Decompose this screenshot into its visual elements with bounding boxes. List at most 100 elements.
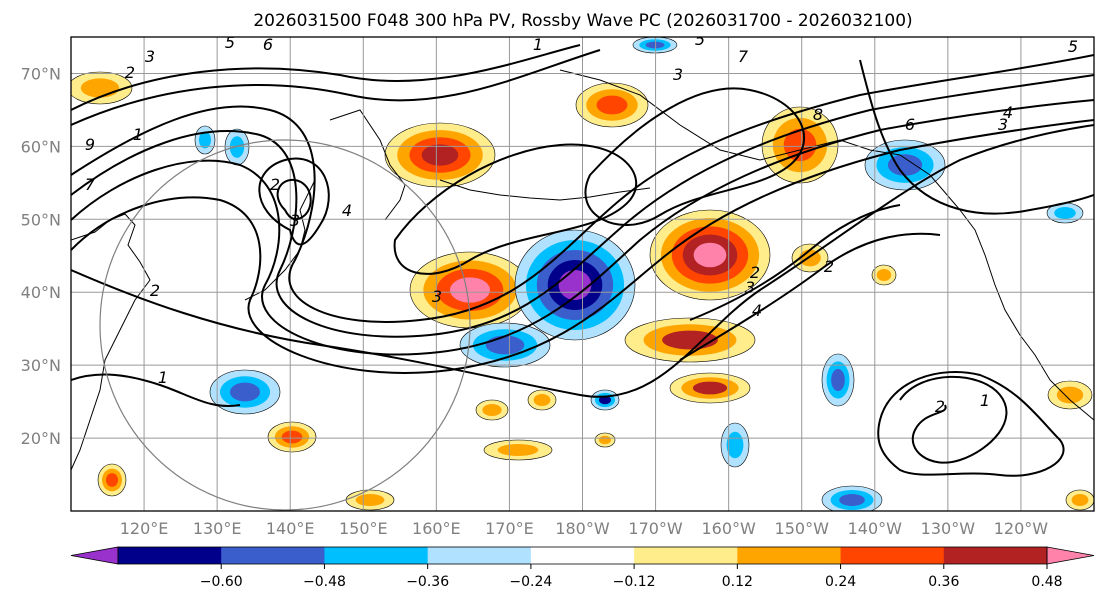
colorbar-tick-label: −0.24 xyxy=(509,574,552,590)
contour-label: 4 xyxy=(1003,103,1013,122)
wave-pc-contour xyxy=(71,373,241,407)
pv-anomaly-area xyxy=(599,395,611,405)
colorbar-swatch xyxy=(324,547,429,564)
coastline-kamchatka xyxy=(329,109,406,221)
wave-pc-contour xyxy=(71,49,601,126)
lat-tick-label: 20°N xyxy=(21,429,61,448)
colorbar-tick-label: −0.48 xyxy=(303,574,346,590)
pv-anomaly-area xyxy=(485,335,525,355)
wave-pc-contour xyxy=(71,119,1094,374)
colorbar-swatch xyxy=(737,547,842,564)
contour-label: 8 xyxy=(813,105,823,124)
longitude-labels: 120°E 130°E 140°E 150°E 160°E 170°E 180°W 170°W… xyxy=(120,519,1049,538)
lon-tick-label: 130°E xyxy=(193,519,242,538)
contour-label: 1 xyxy=(133,125,143,144)
colorbar-extend-high xyxy=(1046,546,1095,565)
pv-anomaly-area xyxy=(281,430,303,444)
contour-label: 4 xyxy=(752,301,762,320)
wave-pc-contour xyxy=(679,232,941,361)
contour-label: 2 xyxy=(824,257,834,276)
contour-label: 1 xyxy=(533,35,543,54)
aleutian-islands xyxy=(439,179,651,201)
pv-anomaly-area xyxy=(887,154,923,176)
colorbar-swatch xyxy=(530,547,635,564)
colorbar-tick-label: −0.12 xyxy=(613,574,656,590)
colorbar-swatch xyxy=(221,547,325,564)
contour-label: 4 xyxy=(342,201,352,220)
contour-label: 5 xyxy=(1068,37,1078,56)
pv-anomaly-area xyxy=(1054,207,1076,219)
contour-label: 6 xyxy=(263,35,273,54)
contour-label: 7 xyxy=(738,47,749,66)
lat-tick-label: 50°N xyxy=(21,210,61,229)
pv-anomaly-area xyxy=(355,494,385,506)
colorbar-tick-label: 0.36 xyxy=(928,574,959,590)
colorbar-outline xyxy=(117,546,1048,565)
wave-pc-contour xyxy=(71,74,1094,338)
contour-label: 2 xyxy=(750,263,760,282)
lat-tick-label: 60°N xyxy=(21,137,61,156)
pv-anomaly-area xyxy=(839,494,865,506)
pv-anomaly-area xyxy=(692,381,728,395)
pv-anomaly-area xyxy=(1071,494,1089,506)
pv-anomaly-area xyxy=(230,382,260,402)
lon-tick-label: 150°W xyxy=(775,519,830,538)
lat-tick-label: 30°N xyxy=(21,356,61,375)
contour-label: 3 xyxy=(745,278,755,297)
contour-label: 2 xyxy=(935,397,945,416)
pv-anomaly-area xyxy=(599,435,611,445)
pv-anomaly-area xyxy=(482,404,502,416)
lon-tick-label: 130°W xyxy=(921,519,976,538)
wave-pc-contour xyxy=(276,178,312,221)
wave-pc-contour xyxy=(859,59,1094,215)
colorbar-tick-labels: −0.60 −0.48 −0.36 −0.24 −0.12 0.12 0.24 0.36 0.4… xyxy=(200,574,1063,590)
wave-pc-contour xyxy=(584,87,806,226)
colorbar xyxy=(70,546,1095,569)
colorbar-tick-label: −0.36 xyxy=(406,574,449,590)
colorbar-tick-label: 0.24 xyxy=(825,574,856,590)
pv-anomaly-area xyxy=(106,473,118,487)
contour-label: 1 xyxy=(980,391,990,410)
pv-anomaly-area xyxy=(558,270,592,300)
pv-anomaly-area xyxy=(199,131,211,149)
map-frame xyxy=(70,36,1095,512)
wave-pc-contour xyxy=(899,375,1008,464)
contour-label: 5 xyxy=(695,30,705,49)
lon-tick-label: 160°E xyxy=(412,519,461,538)
pv-anomaly-area xyxy=(421,144,459,166)
pv-anomaly-area xyxy=(876,269,892,281)
pv-anomaly-area xyxy=(783,128,817,162)
coastline-alaska xyxy=(559,69,961,211)
lon-tick-label: 160°W xyxy=(701,519,756,538)
lat-tick-label: 70°N xyxy=(21,64,61,83)
pv-anomaly-area xyxy=(645,41,665,49)
colorbar-tick-label: 0.12 xyxy=(722,574,753,590)
pv-anomaly-area xyxy=(596,95,628,115)
colorbar-tick-label: −0.60 xyxy=(200,574,243,590)
colorbar-tick-label: 0.48 xyxy=(1031,574,1062,590)
contour-label: 6 xyxy=(905,115,915,134)
lon-tick-label: 120°W xyxy=(994,519,1049,538)
coastline-north-america xyxy=(959,209,1094,421)
lon-tick-label: 170°W xyxy=(628,519,683,538)
colorbar-extend-low xyxy=(70,546,119,565)
wave-pc-contour xyxy=(71,54,1094,323)
contour-label: 3 xyxy=(145,47,155,66)
wave-pc-contour xyxy=(71,124,1094,398)
contour-label: 2 xyxy=(270,175,280,194)
contour-label: 3 xyxy=(432,287,442,306)
pv-anomaly-area xyxy=(80,78,120,98)
lon-tick-label: 180°W xyxy=(555,519,610,538)
wave-pc-contour xyxy=(689,204,901,321)
pv-anomaly-area xyxy=(1056,386,1084,404)
pv-anomaly-area xyxy=(693,242,727,268)
lon-tick-label: 120°E xyxy=(120,519,169,538)
colorbar-swatch xyxy=(118,547,222,564)
latitude-labels: 70°N 60°N 50°N 40°N 30°N 20°N xyxy=(21,64,61,448)
pv-anomaly-area xyxy=(229,136,245,158)
wave-pc-contour xyxy=(71,44,581,111)
gridlines xyxy=(71,37,1094,511)
lon-tick-label: 170°E xyxy=(485,519,534,538)
